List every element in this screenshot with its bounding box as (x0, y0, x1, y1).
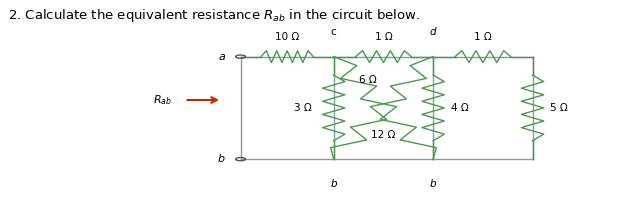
Text: b: b (218, 154, 225, 164)
Text: 4 Ω: 4 Ω (451, 103, 468, 113)
Text: 2. Calculate the equivalent resistance $R_{ab}$ in the circuit below.: 2. Calculate the equivalent resistance $… (7, 7, 420, 24)
Text: 5 Ω: 5 Ω (550, 103, 568, 113)
Text: b: b (331, 179, 337, 189)
Text: $R_{ab}$: $R_{ab}$ (154, 93, 172, 107)
Text: 1 Ω: 1 Ω (374, 32, 392, 42)
Text: 6 Ω: 6 Ω (359, 75, 376, 85)
Text: 12 Ω: 12 Ω (371, 130, 396, 140)
Text: 10 Ω: 10 Ω (275, 32, 300, 42)
Text: c: c (331, 27, 336, 37)
Text: a: a (218, 52, 225, 62)
Text: 1 Ω: 1 Ω (474, 32, 492, 42)
Text: b: b (430, 179, 436, 189)
Text: 3 Ω: 3 Ω (295, 103, 312, 113)
Text: d: d (430, 27, 436, 37)
